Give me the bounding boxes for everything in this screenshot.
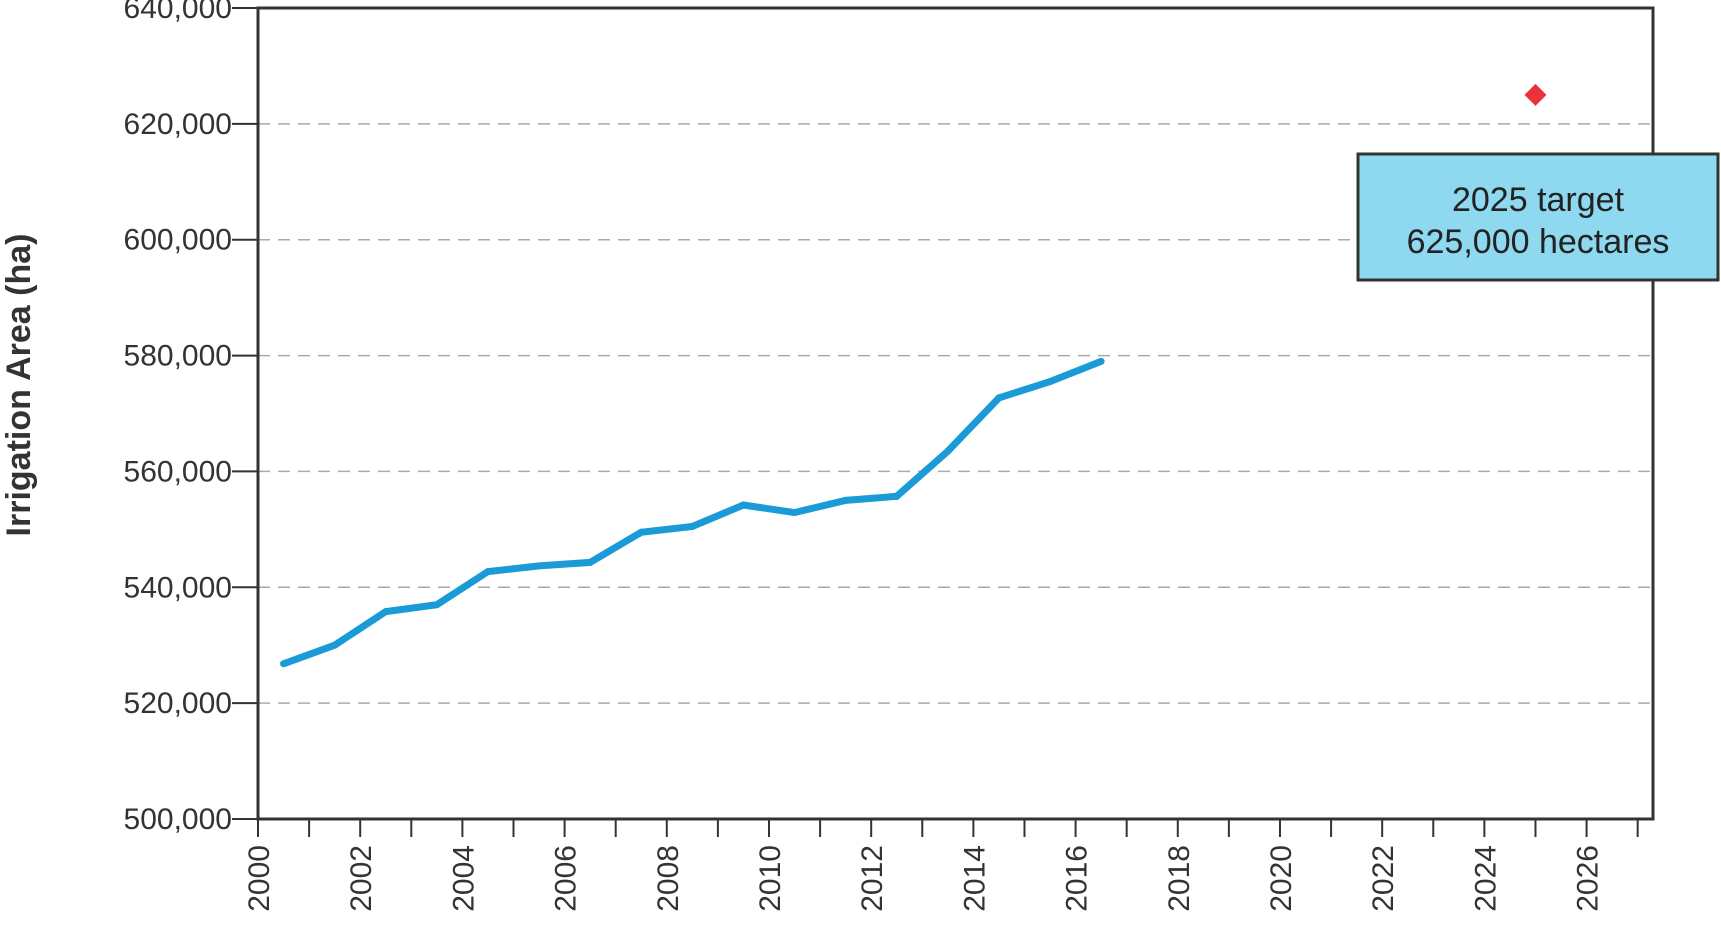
data-point — [382, 608, 390, 616]
x-tick-label: 2012 — [856, 845, 889, 912]
x-tick-label: 2008 — [652, 845, 685, 912]
data-point — [842, 496, 850, 504]
y-tick-label: 520,000 — [124, 687, 232, 720]
data-point — [484, 568, 492, 576]
data-point — [1046, 378, 1054, 386]
y-axis-labels: 500,000 520,000 540,000 560,000 580,000 600,0… — [124, 0, 232, 836]
x-axis-ticks — [257, 819, 1639, 837]
x-tick-label: 2020 — [1265, 845, 1298, 912]
data-point — [791, 509, 799, 517]
y-tick-label: 620,000 — [124, 108, 232, 141]
y-tick-label: 640,000 — [124, 0, 232, 25]
plot-frame — [256, 6, 1655, 821]
x-tick-label: 2024 — [1469, 845, 1502, 912]
x-tick-label: 2026 — [1572, 845, 1605, 912]
y-tick-label: 540,000 — [124, 571, 232, 604]
series-layer — [280, 83, 1547, 668]
x-tick-label: 2006 — [550, 845, 583, 912]
x-tick-label: 2018 — [1163, 845, 1196, 912]
y-tick-label: 500,000 — [124, 803, 232, 836]
x-tick-label: 2002 — [345, 845, 378, 912]
x-tick-label: 2010 — [754, 845, 787, 912]
data-point — [331, 641, 339, 649]
data-point — [535, 562, 543, 570]
target-callout: 2025 target 625,000 hectares — [1356, 152, 1720, 282]
data-point — [280, 660, 288, 668]
target-callout-box — [1356, 152, 1720, 282]
y-axis-ticks — [232, 7, 258, 820]
x-tick-label: 2000 — [243, 845, 276, 912]
x-tick-label: 2022 — [1367, 845, 1400, 912]
y-axis-title: Irrigation Area (ha) — [0, 234, 38, 537]
series-line — [282, 358, 1103, 668]
y-tick-label: 580,000 — [124, 340, 232, 373]
data-point — [893, 492, 901, 500]
data-point — [739, 501, 747, 509]
target-callout-line-2: 625,000 hectares — [1407, 223, 1670, 261]
data-point — [637, 528, 645, 536]
y-tick-label: 600,000 — [124, 224, 232, 257]
x-tick-label: 2014 — [958, 845, 991, 912]
y-tick-label: 560,000 — [124, 455, 232, 488]
target-marker — [1524, 83, 1547, 106]
x-axis-labels: 2000 2002 2004 2006 2008 2010 2012 2014 2016 2018… — [243, 845, 1605, 912]
target-callout-line-1: 2025 target — [1452, 181, 1625, 219]
data-point — [1097, 357, 1105, 365]
x-tick-label: 2016 — [1061, 845, 1094, 912]
x-tick-label: 2004 — [447, 845, 480, 912]
data-point — [944, 447, 952, 455]
data-point — [995, 394, 1003, 402]
data-point — [433, 601, 441, 609]
data-point — [688, 522, 696, 530]
data-point — [586, 558, 594, 566]
